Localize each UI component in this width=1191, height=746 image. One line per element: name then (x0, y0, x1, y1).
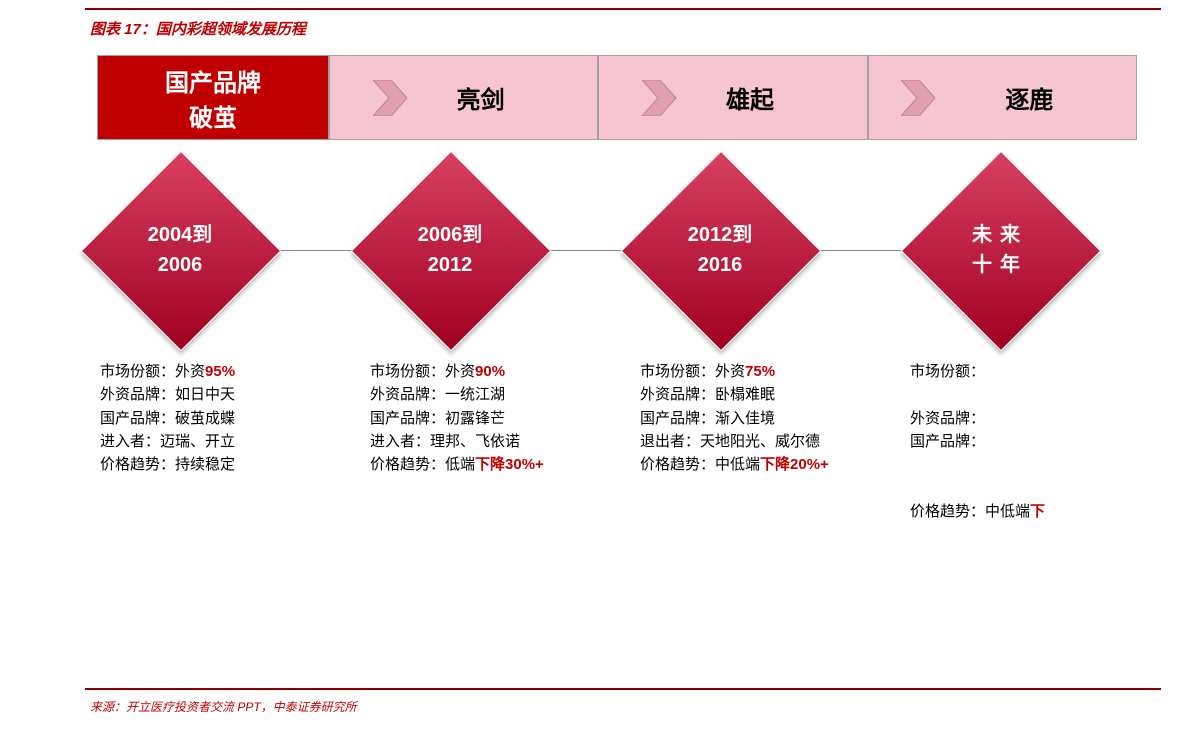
c1-percent: 95% (205, 363, 235, 380)
arrow-icon (373, 80, 417, 116)
c1-pre: 市场份额：外资 (100, 363, 205, 380)
arrow-icon (901, 80, 945, 116)
chart-title: 图表 17：国内彩超领域发展历程 (90, 18, 306, 39)
stage-1-l1: 国产品牌 (165, 63, 261, 98)
c3-percent: 75% (745, 363, 775, 380)
timeline-banner: 国产品牌 破茧 亮剑 雄起 逐鹿 (97, 55, 1137, 140)
c4-trend: 下 (1030, 503, 1045, 520)
diamond-4-l1: 未来 (972, 220, 1028, 250)
diamond-1-l1: 2004到 (148, 220, 213, 250)
c2-trend: 下降30%+ (475, 456, 544, 473)
c2-pre: 市场份额：外资 (370, 363, 475, 380)
diamond-1-l2: 2006 (158, 250, 203, 280)
c3-trend: 下降20%+ (760, 456, 829, 473)
stage-4: 逐鹿 (868, 55, 1137, 140)
arrow-icon (642, 80, 686, 116)
top-border (85, 8, 1161, 10)
c2-percent: 90% (475, 363, 505, 380)
c1-post: 外资品牌：如日中天 国产品牌：破茧成蝶 进入者：迈瑞、开立 价格趋势：持续稳定 (100, 386, 235, 473)
stage-3-label: 雄起 (726, 80, 774, 115)
diamond-3: 2012到 2016 (650, 180, 790, 320)
diamond-2-l1: 2006到 (418, 220, 483, 250)
text-col-4: 市场份额： 外资品牌： 国产品牌： 价格趋势：中低端下 (910, 360, 1110, 523)
diamond-2: 2006到 2012 (380, 180, 520, 320)
stage-1-l2: 破茧 (189, 98, 237, 133)
source-text: 来源：开立医疗投资者交流 PPT，中泰证券研究所 (90, 698, 357, 715)
stage-1: 国产品牌 破茧 (97, 55, 329, 140)
text-col-1: 市场份额：外资95% 外资品牌：如日中天 国产品牌：破茧成蝶 进入者：迈瑞、开立… (100, 360, 350, 476)
stage-2: 亮剑 (329, 55, 598, 140)
c3-pre: 市场份额：外资 (640, 363, 745, 380)
text-col-2: 市场份额：外资90% 外资品牌：一统江湖 国产品牌：初露锋芒 进入者：理邦、飞依… (370, 360, 620, 476)
bottom-border (85, 688, 1161, 690)
diamond-4-l2: 十年 (972, 250, 1028, 280)
diamond-4: 未来 十年 (930, 180, 1070, 320)
diamond-2-l2: 2012 (428, 250, 473, 280)
diamond-3-l1: 2012到 (688, 220, 753, 250)
diamond-1: 2004到 2006 (110, 180, 250, 320)
diamond-3-l2: 2016 (698, 250, 743, 280)
text-col-3: 市场份额：外资75% 外资品牌：卧榻难眠 国产品牌：渐入佳境 退出者：天地阳光、… (640, 360, 890, 476)
c4-text: 市场份额： 外资品牌： 国产品牌： 价格趋势：中低端 (910, 363, 1030, 520)
stage-2-label: 亮剑 (457, 80, 505, 115)
stage-3: 雄起 (598, 55, 867, 140)
stage-4-label: 逐鹿 (1005, 80, 1053, 115)
